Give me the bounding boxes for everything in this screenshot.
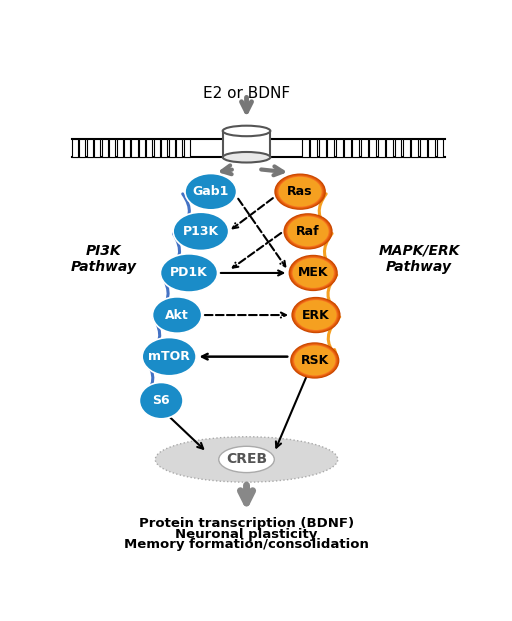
Ellipse shape bbox=[291, 297, 340, 333]
Ellipse shape bbox=[287, 216, 329, 247]
Bar bbox=[87, 139, 93, 157]
Bar bbox=[176, 139, 182, 157]
Text: Gab1: Gab1 bbox=[193, 185, 229, 198]
Bar bbox=[327, 139, 334, 157]
Bar bbox=[168, 139, 175, 157]
Text: P13K: P13K bbox=[183, 225, 219, 238]
Ellipse shape bbox=[292, 258, 334, 288]
Text: CREB: CREB bbox=[226, 453, 267, 466]
Bar bbox=[146, 139, 153, 157]
Bar bbox=[352, 139, 359, 157]
Text: MEK: MEK bbox=[298, 266, 328, 279]
Ellipse shape bbox=[155, 437, 338, 482]
Bar bbox=[428, 139, 435, 157]
Ellipse shape bbox=[291, 343, 338, 378]
Ellipse shape bbox=[286, 215, 330, 247]
Ellipse shape bbox=[293, 345, 336, 376]
Bar bbox=[79, 139, 86, 157]
Text: MAPK/ERK
Pathway: MAPK/ERK Pathway bbox=[378, 243, 460, 274]
Text: PD1K: PD1K bbox=[170, 266, 208, 279]
Ellipse shape bbox=[160, 254, 218, 292]
Bar bbox=[420, 139, 426, 157]
Ellipse shape bbox=[173, 212, 229, 250]
Ellipse shape bbox=[290, 256, 337, 291]
Bar bbox=[344, 139, 351, 157]
Bar bbox=[378, 139, 385, 157]
Bar bbox=[154, 139, 160, 157]
Text: Ras: Ras bbox=[287, 185, 313, 198]
Bar bbox=[395, 139, 401, 157]
Ellipse shape bbox=[294, 299, 337, 331]
Ellipse shape bbox=[274, 173, 326, 210]
Ellipse shape bbox=[292, 257, 335, 289]
Text: Neuronal plasticity: Neuronal plasticity bbox=[175, 528, 318, 541]
Ellipse shape bbox=[290, 342, 339, 379]
Bar bbox=[386, 139, 393, 157]
Bar bbox=[437, 139, 443, 157]
Ellipse shape bbox=[281, 178, 319, 206]
Ellipse shape bbox=[292, 344, 337, 377]
Ellipse shape bbox=[295, 260, 332, 286]
Text: Raf: Raf bbox=[296, 225, 320, 238]
Bar bbox=[223, 131, 270, 157]
Ellipse shape bbox=[293, 299, 338, 332]
Ellipse shape bbox=[142, 338, 196, 376]
Ellipse shape bbox=[295, 300, 336, 330]
Text: RSK: RSK bbox=[301, 354, 329, 367]
Bar bbox=[369, 139, 376, 157]
Bar bbox=[139, 139, 145, 157]
Text: Akt: Akt bbox=[165, 309, 189, 322]
Ellipse shape bbox=[223, 152, 270, 163]
Ellipse shape bbox=[223, 125, 270, 136]
Ellipse shape bbox=[290, 218, 327, 245]
Ellipse shape bbox=[219, 446, 274, 473]
Ellipse shape bbox=[185, 173, 237, 210]
Bar bbox=[361, 139, 368, 157]
Ellipse shape bbox=[276, 175, 324, 208]
Bar bbox=[403, 139, 410, 157]
Bar bbox=[94, 139, 100, 157]
Ellipse shape bbox=[296, 347, 333, 374]
Ellipse shape bbox=[279, 177, 322, 207]
Ellipse shape bbox=[153, 297, 202, 333]
Bar bbox=[319, 139, 326, 157]
Ellipse shape bbox=[285, 214, 332, 249]
Ellipse shape bbox=[278, 176, 323, 207]
Bar bbox=[102, 139, 108, 157]
Bar bbox=[161, 139, 167, 157]
Ellipse shape bbox=[285, 215, 331, 248]
Text: E2 or BDNF: E2 or BDNF bbox=[203, 86, 290, 101]
Text: mTOR: mTOR bbox=[148, 350, 190, 363]
Ellipse shape bbox=[139, 383, 183, 419]
Bar bbox=[411, 139, 418, 157]
Ellipse shape bbox=[292, 297, 339, 332]
Text: ERK: ERK bbox=[302, 309, 330, 322]
Bar bbox=[336, 139, 343, 157]
Ellipse shape bbox=[291, 256, 336, 289]
Text: PI3K
Pathway: PI3K Pathway bbox=[71, 243, 137, 274]
Text: Memory formation/consolidation: Memory formation/consolidation bbox=[124, 538, 369, 551]
Bar bbox=[117, 139, 123, 157]
Text: Protein transcription (BDNF): Protein transcription (BDNF) bbox=[139, 517, 354, 530]
Ellipse shape bbox=[297, 301, 334, 329]
Text: S6: S6 bbox=[153, 394, 170, 407]
Ellipse shape bbox=[275, 175, 325, 209]
Bar bbox=[109, 139, 115, 157]
Bar bbox=[183, 139, 189, 157]
Bar bbox=[132, 139, 138, 157]
Bar bbox=[72, 139, 78, 157]
Ellipse shape bbox=[294, 345, 335, 376]
Ellipse shape bbox=[289, 255, 338, 291]
Bar bbox=[124, 139, 130, 157]
Bar bbox=[302, 139, 309, 157]
Ellipse shape bbox=[284, 213, 333, 250]
Bar bbox=[310, 139, 317, 157]
